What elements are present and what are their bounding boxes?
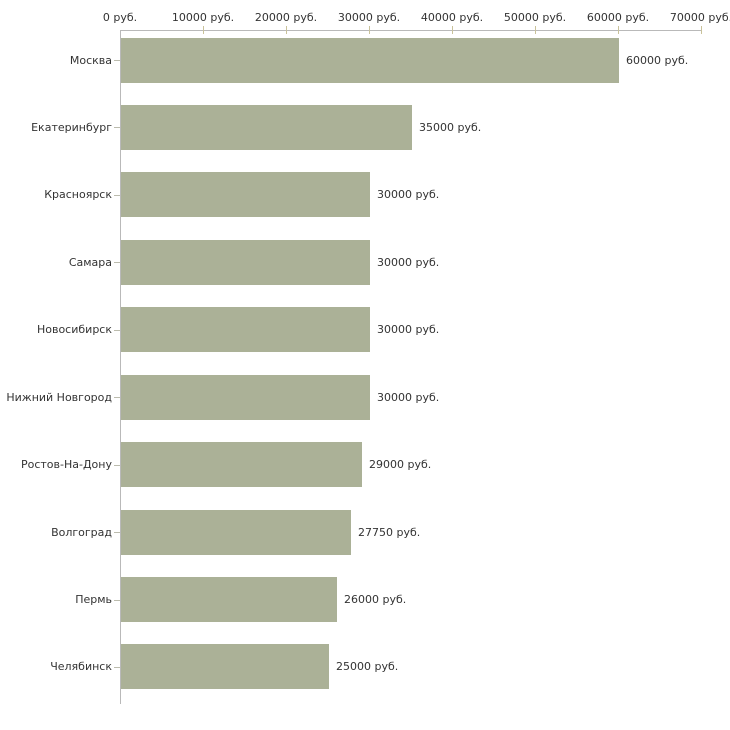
x-axis-tick-mark <box>535 26 536 34</box>
value-label: 60000 руб. <box>626 53 689 67</box>
y-axis-tick-mark <box>114 127 120 129</box>
y-axis-tick-mark <box>114 262 120 264</box>
value-label: 30000 руб. <box>377 255 440 269</box>
x-axis-tick-label: 70000 руб. <box>669 11 730 24</box>
x-axis-tick-label: 60000 руб. <box>586 11 650 24</box>
y-axis-tick-mark <box>114 329 120 331</box>
bar <box>121 509 351 555</box>
x-axis-tick-mark <box>369 26 370 34</box>
bar <box>121 37 619 83</box>
x-axis-tick-label: 0 руб. <box>102 11 138 24</box>
bar <box>121 172 370 218</box>
category-label: Новосибирск <box>36 323 112 337</box>
y-axis-tick-mark <box>114 60 120 61</box>
bar <box>121 577 337 623</box>
x-axis-tick-mark <box>701 26 702 34</box>
category-label: Красноярск <box>44 188 112 202</box>
x-axis-line <box>120 30 702 31</box>
category-label: Пермь <box>75 593 112 607</box>
value-label: 30000 руб. <box>377 323 440 337</box>
category-label: Москва <box>69 53 112 67</box>
bar <box>121 307 370 353</box>
y-axis-tick-mark <box>114 397 120 399</box>
x-axis-tick-mark <box>618 26 619 34</box>
y-axis-tick-mark <box>114 464 120 466</box>
bar <box>121 239 370 285</box>
value-label: 35000 руб. <box>419 120 482 134</box>
y-axis-line <box>120 30 121 704</box>
x-axis-tick-label: 40000 руб. <box>420 11 484 24</box>
value-label: 27750 руб. <box>358 525 421 539</box>
y-axis-tick-mark <box>114 194 120 196</box>
bar <box>121 644 329 690</box>
x-axis-tick-mark <box>286 26 287 34</box>
value-label: 30000 руб. <box>377 390 440 404</box>
x-axis-tick-mark <box>203 26 204 34</box>
category-label: Самара <box>68 255 112 269</box>
value-label: 26000 руб. <box>344 593 407 607</box>
value-label: 30000 руб. <box>377 188 440 202</box>
bar <box>121 374 370 420</box>
bar <box>121 104 412 150</box>
y-axis-tick-mark <box>114 666 120 668</box>
x-axis-tick-label: 30000 руб. <box>337 11 401 24</box>
category-label: Ростов-На-Дону <box>20 458 112 472</box>
category-label: Волгоград <box>51 525 112 539</box>
x-axis-tick-label: 20000 руб. <box>254 11 318 24</box>
bar <box>121 442 362 488</box>
x-axis-tick-mark <box>452 26 453 34</box>
x-axis-tick-label: 10000 руб. <box>171 11 235 24</box>
value-label: 25000 руб. <box>336 660 399 674</box>
value-label: 29000 руб. <box>369 458 432 472</box>
x-axis-tick-label: 50000 руб. <box>503 11 567 24</box>
y-axis-tick-mark <box>114 599 120 601</box>
y-axis-tick-mark <box>114 532 120 534</box>
category-label: Челябинск <box>50 660 112 674</box>
category-label: Екатеринбург <box>31 120 112 134</box>
category-label: Нижний Новгород <box>6 390 112 404</box>
